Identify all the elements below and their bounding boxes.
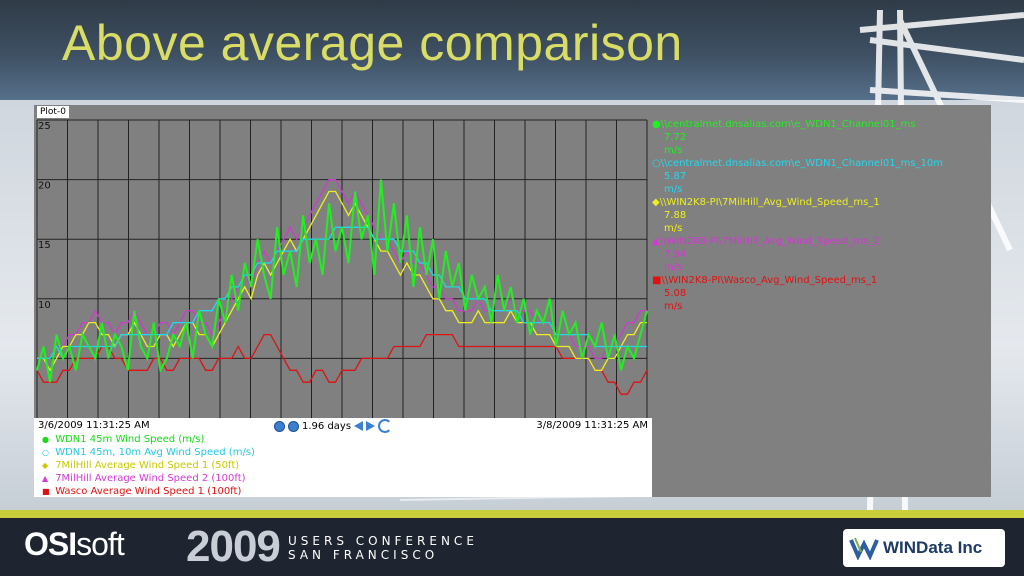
series-line-4 <box>36 333 648 395</box>
triangle-marker-icon: ▲ <box>652 236 660 247</box>
y-tick-label: 10 <box>38 300 51 311</box>
tag-value: 7.72 <box>664 132 687 143</box>
tag-value: 5.08 <box>664 288 687 299</box>
zoom-in-icon[interactable] <box>274 420 285 432</box>
footer-accent-line <box>0 510 1024 518</box>
tag-item[interactable]: ●\\centralmet.dnsalias.com\e_WDN1_Channe… <box>652 118 990 157</box>
legend-label: WDN1 45m, 10m Avg Wind Speed (m/s) <box>55 447 255 458</box>
tag-name: ●\\centralmet.dnsalias.com\e_WDN1_Channe… <box>652 119 916 130</box>
slide-header <box>0 0 1024 100</box>
legend-item[interactable]: ■ Wasco Average Wind Speed 1 (100ft) <box>42 486 241 498</box>
legend-bottom: ● WDN1 45m Wind Speed (m/s) ○ WDN1 45m, … <box>34 434 652 497</box>
tag-name: ▲\\WIN2K8-PI\7MilHill_Avg_Wind_Speed_ms_… <box>652 236 880 247</box>
plot-background <box>34 118 652 420</box>
tag-name: ◆\\WIN2K8-PI\7MilHill_Avg_Wind_Speed_ms_… <box>652 197 880 208</box>
tag-unit: m/s <box>664 184 683 195</box>
square-marker-icon: ■ <box>652 275 662 286</box>
conference-year: 2009 <box>186 522 281 571</box>
time-range: 1.96 days <box>302 420 352 432</box>
legend-item[interactable]: ● WDN1 45m Wind Speed (m/s) <box>42 434 204 446</box>
tag-value: 7.88 <box>664 210 687 221</box>
refresh-icon[interactable] <box>378 419 393 433</box>
time-controls: 1.96 days <box>274 419 393 433</box>
tag-name: ■\\WIN2K8-PI\Wasco_Avg_Wind_Speed_ms_1 <box>652 275 878 286</box>
conference-name: USERS CONFERENCE SAN FRANCISCO <box>288 534 478 562</box>
start-time: 3/6/2009 11:31:25 AM <box>38 420 150 431</box>
windata-name: WINData Inc <box>883 538 983 557</box>
windata-mark-icon <box>849 537 879 560</box>
tag-unit: m/s <box>664 262 683 273</box>
circle-marker-icon: ● <box>652 119 661 130</box>
slide-title: Above average comparison <box>62 15 683 71</box>
tag-item[interactable]: ◆\\WIN2K8-PI\7MilHill_Avg_Wind_Speed_ms_… <box>652 196 990 235</box>
zoom-out-icon[interactable] <box>288 420 299 432</box>
scroll-forward-icon[interactable] <box>366 421 376 431</box>
y-tick-label: 25 <box>38 121 51 132</box>
time-nav-bar: 3/6/2009 11:31:25 AM 1.96 days 3/8/2009 … <box>34 418 652 434</box>
windata-logo: WINData Inc <box>843 529 1005 567</box>
scroll-back-icon[interactable] <box>354 421 364 431</box>
legend-item[interactable]: ◆ 7MilHill Average Wind Speed 1 (50ft) <box>42 460 239 472</box>
square-marker-icon: ■ <box>42 487 50 496</box>
tag-unit: m/s <box>664 145 683 156</box>
plot-label: Plot-0 <box>37 106 69 118</box>
diamond-marker-icon: ◆ <box>42 461 49 470</box>
legend-label: 7MilHill Average Wind Speed 1 (50ft) <box>55 460 240 471</box>
legend-label: Wasco Average Wind Speed 1 (100ft) <box>55 486 242 497</box>
y-tick-label: 20 <box>38 181 51 192</box>
tag-value: 7.94 <box>664 249 687 260</box>
tag-value: 5.87 <box>664 171 687 182</box>
legend-right: ●\\centralmet.dnsalias.com\e_WDN1_Channe… <box>652 118 990 313</box>
end-time: 3/8/2009 11:31:25 AM <box>536 420 648 431</box>
series-line-0 <box>36 179 648 383</box>
tag-item[interactable]: ▲\\WIN2K8-PI\7MilHill_Avg_Wind_Speed_ms_… <box>652 235 990 274</box>
wind-speed-chart[interactable]: 10 15 20 25 <box>34 118 652 420</box>
tag-unit: m/s <box>664 223 683 234</box>
diamond-marker-icon: ◆ <box>652 197 660 208</box>
triangle-marker-icon: ▲ <box>42 474 49 483</box>
y-tick-label: 15 <box>38 240 51 251</box>
tag-item[interactable]: ○\\centralmet.dnsalias.com\e_WDN1_Channe… <box>652 157 990 196</box>
osisoft-logo: OSIsoft <box>24 526 125 562</box>
ring-marker-icon: ○ <box>652 158 661 169</box>
legend-label: 7MilHill Average Wind Speed 2 (100ft) <box>55 473 246 484</box>
legend-item[interactable]: ▲ 7MilHill Average Wind Speed 2 (100ft) <box>42 473 246 485</box>
legend-item[interactable]: ○ WDN1 45m, 10m Avg Wind Speed (m/s) <box>42 447 255 459</box>
tag-name: ○\\centralmet.dnsalias.com\e_WDN1_Channe… <box>652 158 943 169</box>
circle-marker-icon: ● <box>42 435 49 444</box>
ring-marker-icon: ○ <box>42 448 49 457</box>
tag-item[interactable]: ■\\WIN2K8-PI\Wasco_Avg_Wind_Speed_ms_1 5… <box>652 274 990 313</box>
tag-unit: m/s <box>664 301 683 312</box>
legend-label: WDN1 45m Wind Speed (m/s) <box>55 434 205 445</box>
